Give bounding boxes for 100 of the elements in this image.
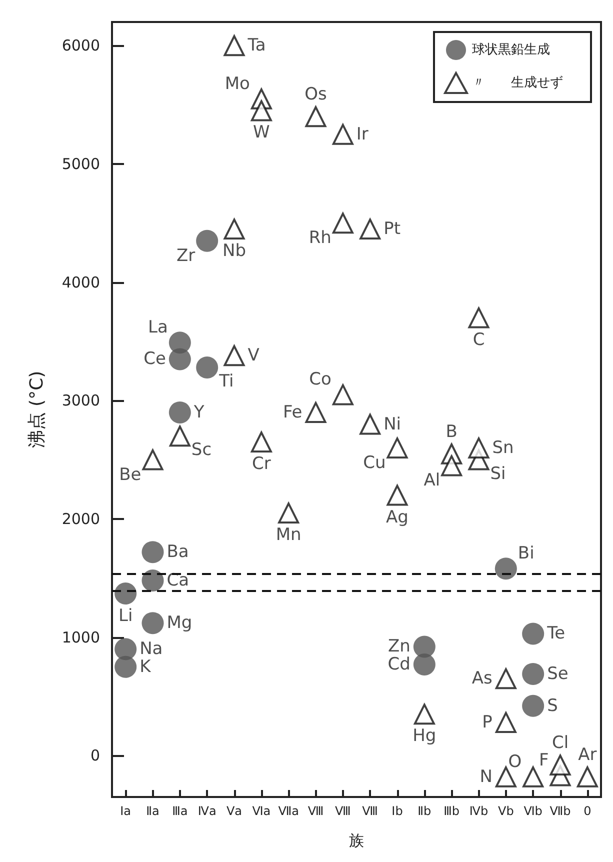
point — [169, 426, 190, 447]
data-label: Ti — [218, 371, 234, 392]
point — [441, 455, 462, 476]
data-label: Cr — [252, 454, 271, 474]
point — [196, 230, 218, 252]
data-label: Se — [547, 664, 568, 684]
data-label: Co — [309, 370, 332, 390]
point — [360, 218, 381, 240]
data-label: Ir — [356, 124, 368, 144]
data-label: Os — [304, 84, 328, 105]
data-label: Zn — [388, 636, 410, 657]
data-label: Fe — [282, 402, 302, 422]
point — [142, 449, 164, 470]
point — [332, 124, 354, 145]
x-tick-label: Ⅱa — [146, 804, 160, 818]
x-tick-label: Ⅶa — [278, 804, 299, 818]
x-tick-label: Ⅰa — [120, 804, 132, 818]
data-label: Ta — [246, 36, 266, 56]
point — [522, 766, 544, 788]
data-label: Mn — [276, 525, 302, 546]
point — [168, 348, 191, 370]
data-label: V — [248, 346, 260, 366]
x-tick-label: Ⅱb — [418, 804, 432, 818]
point — [360, 414, 381, 435]
data-label: C — [472, 330, 485, 350]
data-label: B — [446, 422, 458, 442]
data-label: S — [547, 696, 558, 716]
x-tick-label: Ⅲb — [444, 804, 460, 818]
data-label: Ag — [386, 507, 408, 528]
point — [413, 636, 436, 658]
y-tick-label: 3000 — [62, 392, 100, 410]
data-label: Be — [119, 464, 142, 485]
data-label: Sn — [492, 438, 514, 458]
data-label: Ba — [166, 542, 189, 562]
x-tick-label: Ⅴa — [226, 804, 242, 818]
data-label: Al — [424, 470, 440, 491]
point — [495, 766, 516, 788]
point — [114, 638, 137, 660]
data-label: O — [508, 752, 522, 772]
point — [494, 558, 517, 580]
point — [495, 712, 516, 733]
y-tick-label: 6000 — [62, 36, 100, 55]
x-tick-label: Ⅶb — [550, 804, 571, 818]
point — [250, 100, 272, 122]
legend-label: 〃 生成せず — [472, 76, 563, 90]
point — [576, 766, 598, 788]
data-label: Hg — [412, 726, 436, 746]
data-label: Cd — [388, 654, 410, 674]
data-label: Cu — [363, 452, 386, 473]
data-label: Mg — [166, 613, 192, 634]
data-label: Ar — [578, 744, 597, 765]
point — [332, 212, 354, 234]
legend-label: 球状黒鉛生成 — [472, 42, 550, 58]
data-label: W — [253, 122, 270, 143]
data-label: Nb — [222, 241, 246, 262]
data-label: K — [140, 656, 152, 677]
point — [224, 35, 245, 56]
x-tick-label: Ⅷ — [308, 804, 324, 818]
point — [495, 668, 516, 690]
y-tick-label: 2000 — [62, 510, 100, 528]
y-tick-label: 4000 — [62, 273, 100, 292]
point — [196, 356, 218, 378]
data-label: Bi — [518, 544, 534, 564]
point — [550, 754, 571, 776]
point — [332, 384, 354, 406]
point — [224, 218, 245, 240]
point — [413, 653, 436, 676]
data-label: Mo — [224, 74, 250, 94]
data-label: Y — [192, 402, 205, 422]
point — [414, 704, 435, 725]
x-tick-label: Ⅰb — [392, 804, 403, 818]
point — [278, 502, 300, 524]
x-tick-label: Ⅷ — [362, 804, 378, 818]
data-label: Pt — [384, 219, 401, 240]
data-label: Li — [118, 606, 133, 626]
x-axis-title: 族 — [349, 832, 364, 850]
x-tick-label: Ⅴb — [498, 804, 514, 818]
data-label: Te — [546, 624, 566, 644]
point — [114, 656, 137, 678]
x-tick-label: Ⅷ — [335, 804, 351, 818]
point — [250, 432, 272, 453]
data-label: P — [482, 712, 492, 732]
y-tick-label: 1000 — [62, 628, 100, 646]
data-label: As — [472, 668, 493, 689]
data-label: Si — [490, 464, 506, 484]
point — [522, 662, 544, 685]
point — [386, 484, 408, 506]
data-label: Rh — [308, 228, 332, 248]
x-tick-label: Ⅳa — [198, 804, 216, 818]
point — [224, 345, 245, 366]
point — [522, 694, 544, 717]
data-label: N — [480, 766, 492, 787]
data-label: Zr — [176, 246, 196, 266]
point — [142, 541, 164, 564]
y-tick-label: 0 — [90, 746, 100, 765]
data-label: Na — [140, 639, 163, 660]
data-label: Ce — [144, 349, 166, 370]
data-label: Cl — [552, 733, 569, 754]
data-label: F — [538, 750, 549, 771]
x-tick-label: Ⅳb — [469, 804, 488, 818]
